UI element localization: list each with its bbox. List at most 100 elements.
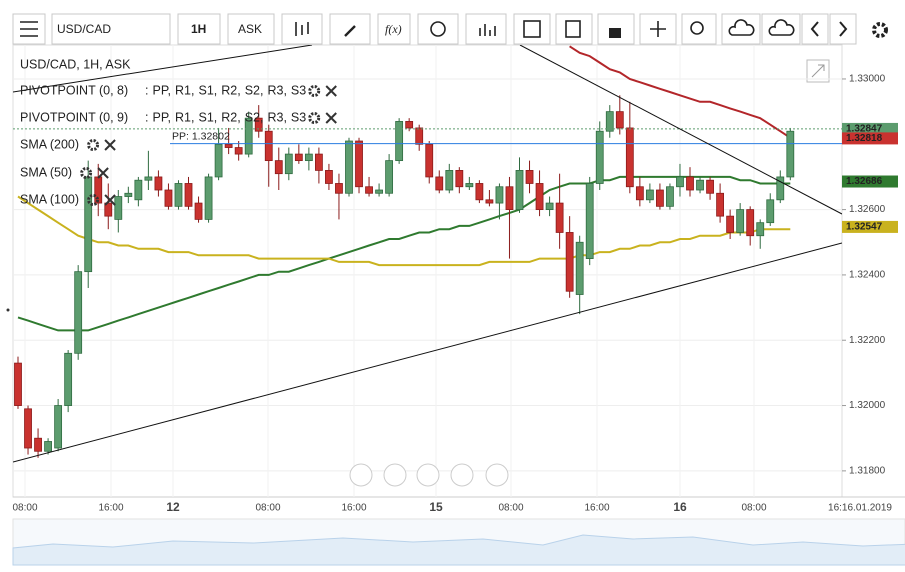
zoom-icon (690, 21, 704, 35)
candle-body (204, 176, 213, 220)
trend-line (519, 45, 842, 215)
next-button[interactable] (829, 13, 857, 45)
candle-body (174, 183, 183, 207)
candle-body (776, 176, 785, 201)
x-tick-label: 16:00 (98, 503, 123, 514)
pencil-icon (344, 25, 356, 37)
candle-body (676, 176, 684, 188)
x-tick-label: 16:16.01.2019 (828, 503, 892, 514)
sma-legend: SMA (100) (20, 192, 79, 206)
pivot-prefix: : (145, 83, 148, 97)
candle-body (455, 170, 464, 188)
candle-body (134, 179, 143, 201)
candle-body (726, 215, 735, 233)
upload-icon (728, 19, 755, 36)
symbol-input[interactable] (51, 13, 171, 45)
candle-body (686, 176, 694, 191)
close-icon[interactable] (325, 85, 337, 97)
candle-body (84, 176, 93, 273)
settings-icon[interactable] (308, 112, 321, 124)
zoom-out[interactable] (383, 463, 407, 487)
trend-line (13, 242, 842, 463)
pivot-level: S2, (245, 110, 264, 124)
candle-body (294, 153, 303, 162)
candle-body (595, 130, 604, 184)
candle-body (656, 189, 664, 207)
prev-icon (810, 21, 819, 37)
close-icon[interactable] (97, 167, 109, 179)
candle-body (345, 140, 353, 194)
candle-body (395, 121, 404, 162)
candle-body (274, 160, 283, 175)
candle-body (635, 186, 644, 201)
function-button[interactable] (377, 13, 411, 45)
x-tick-label: 16 (673, 500, 687, 514)
candle-body (575, 241, 584, 295)
volume-button[interactable] (465, 13, 507, 45)
settings-icon[interactable] (80, 167, 93, 179)
pivot-level: R2, (221, 110, 240, 124)
candle-body (74, 271, 83, 354)
sma-legend: SMA (200) (20, 137, 79, 151)
candle-body (405, 121, 414, 129)
prev-button[interactable] (801, 13, 829, 45)
interval-button[interactable] (177, 13, 221, 45)
scroll-right[interactable] (485, 463, 509, 487)
calendar-icon (523, 20, 541, 38)
candle-body (184, 183, 193, 207)
calendar-button[interactable] (513, 13, 551, 45)
candle-body (254, 117, 263, 132)
sma-legend: SMA (50) (20, 165, 72, 179)
candle-body (244, 117, 253, 155)
x-tick-label: 08:00 (741, 503, 766, 514)
candle-body (756, 222, 765, 237)
candle-body (355, 140, 363, 188)
settings-icon[interactable] (87, 139, 100, 151)
price-marker (842, 122, 898, 135)
close-icon[interactable] (104, 194, 116, 206)
candle-body (645, 189, 654, 201)
candle-body (696, 179, 704, 191)
report-button[interactable] (555, 13, 593, 45)
toolbar: USD/CAD 1H ASK f(x) (12, 13, 888, 45)
price-marker (842, 132, 898, 145)
pivot-level: S3 (291, 110, 306, 124)
settings-icon[interactable] (308, 85, 321, 97)
reset[interactable] (416, 463, 440, 487)
candle-body (335, 183, 343, 194)
x-tick-label: 16:00 (341, 503, 366, 514)
candle-body (545, 202, 554, 211)
settings-button[interactable] (872, 22, 888, 38)
pivot-prefix: : (145, 110, 148, 124)
zoom-button[interactable] (681, 13, 717, 45)
price-type: ASK (238, 22, 262, 36)
candle-body (214, 143, 223, 178)
interval: 1H (191, 22, 206, 36)
candle-body (154, 176, 163, 191)
close-icon[interactable] (325, 112, 337, 124)
crosshair-button[interactable] (639, 13, 677, 45)
zoom-in[interactable] (450, 463, 474, 487)
trend-line (13, 45, 313, 93)
info-button[interactable] (417, 13, 459, 45)
pivot-label: PP: 1.32802 (172, 130, 230, 142)
pivot-level: R3, (267, 110, 286, 124)
function: f(x) (385, 22, 402, 36)
draw-button[interactable] (329, 13, 371, 45)
volume-icon (479, 24, 496, 36)
resize-handle[interactable] (6, 308, 10, 312)
candle-body (475, 183, 484, 201)
candle-body (786, 130, 795, 178)
sma-line (569, 45, 791, 139)
candle-body (706, 179, 714, 194)
candle-body (615, 111, 624, 129)
candle-body (525, 170, 534, 184)
candle-body (445, 170, 454, 191)
candle-body (365, 186, 373, 194)
settings-icon[interactable] (87, 194, 100, 206)
price-type-button[interactable] (227, 13, 275, 45)
scroll-left[interactable] (349, 463, 373, 487)
close-icon[interactable] (104, 139, 116, 151)
candle-body (144, 176, 153, 181)
info-icon (430, 21, 446, 37)
